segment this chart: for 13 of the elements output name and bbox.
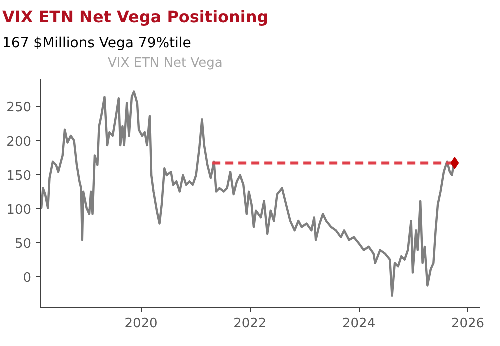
y-tick-label: 150 [6,168,32,184]
chart-title: VIX ETN Net Vega Positioning [2,8,269,26]
x-tick-label: 2024 [342,316,376,332]
y-tick-label: 100 [6,202,32,218]
y-tick-label: 250 [6,100,32,116]
x-tick-label: 2026 [451,316,485,332]
y-tick-label: 50 [14,236,32,252]
x-tick-label: 2020 [124,316,158,332]
chart-subtitle: 167 $Millions Vega 79%tile [2,36,192,52]
x-tick-label: 2022 [234,316,267,332]
text: VIX ETN Net Vega [108,56,223,70]
y-tick-label: 200 [6,134,32,150]
y-tick-label: 0 [23,270,32,286]
